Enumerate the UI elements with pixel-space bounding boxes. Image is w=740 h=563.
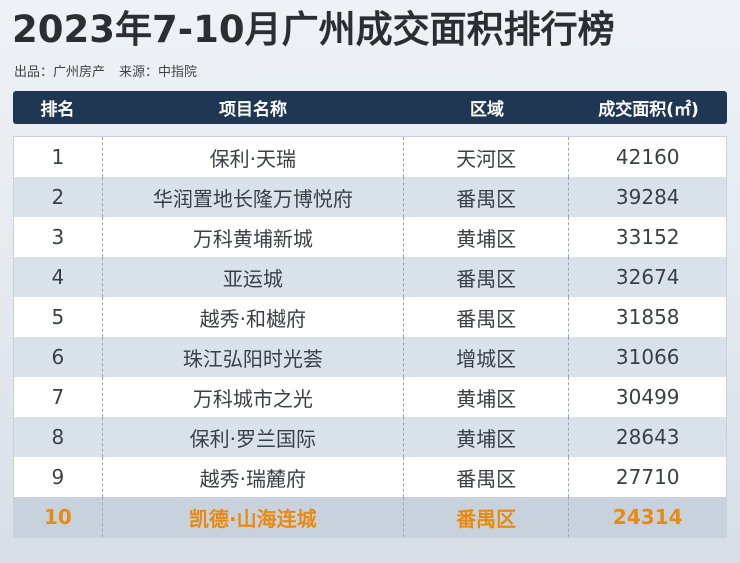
table-row: 2 华润置地长隆万博悦府 番禺区 39284	[14, 177, 726, 217]
district-cell: 番禺区	[404, 497, 570, 537]
table-row: 3 万科黄埔新城 黄埔区 33152	[14, 217, 726, 257]
header-area: 成交面积(㎡)	[598, 100, 699, 120]
area-cell: 27710	[615, 465, 680, 489]
table-row-highlighted: 10 凯德·山海连城 番禺区 24314	[14, 497, 726, 537]
table-row: 8 保利·罗兰国际 黄埔区 28643	[14, 417, 726, 457]
rank-cell: 1	[14, 137, 103, 177]
project-name-cell: 华润置地长隆万博悦府	[103, 177, 404, 217]
area-cell: 42160	[615, 145, 680, 169]
area-cell: 28643	[615, 425, 680, 449]
rank-cell: 10	[14, 497, 103, 537]
header-district: 区域	[470, 100, 504, 120]
header-project-name: 项目名称	[219, 100, 287, 120]
producer-label: 出品：广州房产	[14, 65, 106, 80]
district-cell: 黄埔区	[404, 217, 570, 257]
district-cell: 黄埔区	[404, 417, 570, 457]
district-cell: 黄埔区	[404, 377, 570, 417]
district-cell: 增城区	[404, 337, 570, 377]
rank-cell: 8	[14, 417, 103, 457]
project-name-cell: 保利·天瑞	[103, 137, 404, 177]
district-cell: 番禺区	[404, 457, 570, 497]
project-name-cell: 亚运城	[103, 257, 404, 297]
source-info: 出品：广州房产 来源：中指院	[14, 64, 199, 82]
district-cell: 天河区	[404, 137, 570, 177]
area-cell: 31858	[615, 305, 680, 329]
ranking-table: 排名 项目名称 区域 成交面积(㎡) 1 保利·天瑞 天河区 42160 2 华…	[13, 91, 727, 538]
table-row: 6 珠江弘阳时光荟 增城区 31066	[14, 337, 726, 377]
rank-cell: 5	[14, 297, 103, 337]
table-row: 1 保利·天瑞 天河区 42160	[14, 137, 726, 177]
table-row: 7 万科城市之光 黄埔区 30499	[14, 377, 726, 417]
page-title: 2023年7-10月广州成交面积排行榜	[12, 8, 615, 51]
project-name-cell: 越秀·和樾府	[103, 297, 404, 337]
area-cell: 32674	[615, 265, 680, 289]
table-row: 9 越秀·瑞麓府 番禺区 27710	[14, 457, 726, 497]
rank-cell: 4	[14, 257, 103, 297]
project-name-cell: 万科黄埔新城	[103, 217, 404, 257]
area-cell: 33152	[615, 225, 680, 249]
rank-cell: 9	[14, 457, 103, 497]
project-name-cell: 凯德·山海连城	[103, 497, 404, 537]
header-rank: 排名	[40, 100, 75, 120]
rank-cell: 6	[14, 337, 103, 377]
table-row: 4 亚运城 番禺区 32674	[14, 257, 726, 297]
district-cell: 番禺区	[404, 297, 570, 337]
rank-cell: 3	[14, 217, 103, 257]
table-header: 排名 项目名称 区域 成交面积(㎡)	[13, 91, 727, 124]
district-cell: 番禺区	[404, 177, 570, 217]
area-cell: 39284	[615, 185, 680, 209]
table-row: 5 越秀·和樾府 番禺区 31858	[14, 297, 726, 337]
project-name-cell: 万科城市之光	[103, 377, 404, 417]
area-cell: 24314	[612, 505, 683, 529]
project-name-cell: 珠江弘阳时光荟	[103, 337, 404, 377]
data-source-label: 来源：中指院	[119, 65, 198, 80]
district-cell: 番禺区	[404, 257, 570, 297]
area-cell: 30499	[615, 385, 680, 409]
project-name-cell: 保利·罗兰国际	[103, 417, 404, 457]
project-name-cell: 越秀·瑞麓府	[103, 457, 404, 497]
table-body: 1 保利·天瑞 天河区 42160 2 华润置地长隆万博悦府 番禺区 39284…	[13, 136, 727, 538]
rank-cell: 2	[14, 177, 103, 217]
area-cell: 31066	[615, 345, 680, 369]
rank-cell: 7	[14, 377, 103, 417]
